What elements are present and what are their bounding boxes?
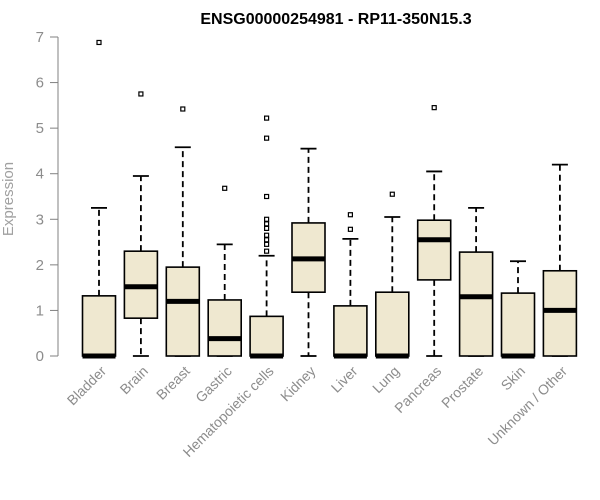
box-body [416, 219, 452, 281]
y-tick-label: 4 [36, 166, 44, 183]
outlier-point [264, 248, 270, 254]
box-kidney [291, 147, 326, 357]
box-prostate [458, 206, 494, 357]
x-tick-label: Breast [153, 363, 193, 403]
y-tick-label: 3 [36, 211, 44, 228]
x-tick-label: Brain [117, 363, 151, 397]
box-unknown-other [542, 163, 578, 357]
box-body [500, 292, 536, 357]
box-pancreas [416, 105, 452, 357]
box-body [81, 295, 117, 357]
box-lung [374, 191, 410, 359]
outlier-point [264, 115, 270, 121]
y-tick-label: 7 [36, 29, 44, 46]
box-body [374, 291, 410, 357]
outlier-point [222, 185, 228, 191]
x-tick-label: Lung [369, 363, 402, 396]
outlier-point [264, 225, 270, 231]
box-body [207, 299, 242, 357]
y-tick-label: 6 [36, 75, 44, 92]
box-body [249, 315, 284, 357]
box-skin [500, 260, 536, 359]
outlier-point [264, 221, 270, 227]
outlier-point [347, 226, 353, 232]
box-liver [333, 212, 368, 359]
x-tick-label: Liver [328, 363, 361, 396]
y-tick-label: 0 [36, 348, 44, 365]
box-brain [123, 91, 159, 357]
outlier-point [389, 191, 395, 197]
x-tick-label: Kidney [277, 363, 319, 405]
outlier-point [264, 135, 270, 141]
chart-title: ENSG00000254981 - RP11-350N15.3 [200, 11, 471, 28]
y-tick-label: 1 [36, 302, 44, 319]
x-tick-label: Unknown / Other [484, 363, 570, 449]
outlier-point [264, 193, 270, 200]
y-tick-label: 2 [36, 257, 44, 274]
box-body [333, 305, 368, 357]
box-breast [165, 106, 201, 357]
x-tick-label: Skin [498, 363, 529, 394]
y-tick-label: 5 [36, 120, 44, 137]
outlier-point [264, 216, 270, 222]
box-hematopoietic-cells [249, 115, 284, 359]
outlier-point [96, 39, 102, 46]
boxes-group [81, 39, 578, 359]
box-gastric [207, 185, 242, 357]
box-body [165, 266, 201, 357]
y-axis-label: Expression [0, 162, 17, 236]
outlier-point [180, 106, 186, 112]
x-tick-label: Bladder [64, 363, 110, 409]
box-bladder [81, 39, 117, 359]
x-tick-label: Pancreas [391, 363, 444, 416]
outlier-point [264, 232, 270, 238]
outlier-point [431, 105, 437, 111]
outlier-point [347, 212, 353, 218]
outlier-point [264, 241, 270, 247]
outlier-point [138, 91, 144, 97]
outlier-point [264, 237, 270, 243]
box-body [458, 251, 494, 357]
y-axis: 0 1 2 3 4 5 6 7 [36, 29, 59, 365]
box-body [542, 269, 578, 357]
x-tick-label: Prostate [438, 363, 486, 411]
